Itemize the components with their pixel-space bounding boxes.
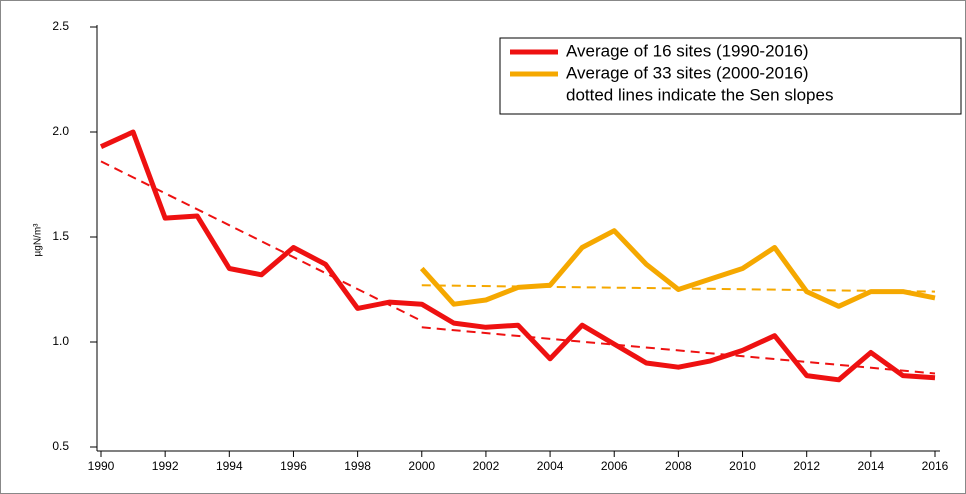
legend-note: dotted lines indicate the Sen slopes — [566, 85, 833, 104]
x-tick-label: 2014 — [857, 459, 884, 473]
x-tick-label: 2000 — [408, 459, 435, 473]
x-tick-label: 1998 — [344, 459, 371, 473]
legend-label: Average of 16 sites (1990-2016) — [566, 41, 809, 60]
x-tick-label: 2002 — [473, 459, 500, 473]
y-tick-label: 0.5 — [52, 439, 69, 453]
x-tick-label: 1992 — [152, 459, 179, 473]
y-axis-label: µgN/m³ — [33, 223, 44, 257]
x-tick-label: 1994 — [216, 459, 243, 473]
y-tick-label: 2.0 — [52, 124, 69, 138]
sen-slope — [421, 326, 936, 375]
series-line — [99, 129, 936, 383]
y-tick-label: 1.5 — [52, 229, 69, 243]
x-tick-label: 2016 — [922, 459, 949, 473]
series-line — [419, 228, 936, 309]
x-tick-label: 2006 — [601, 459, 628, 473]
x-tick-label: 1996 — [280, 459, 307, 473]
x-tick-label: 2010 — [729, 459, 756, 473]
x-tick-label: 1990 — [88, 459, 115, 473]
sen-slope — [100, 160, 423, 322]
legend-box — [499, 37, 962, 115]
x-tick-label: 2008 — [665, 459, 692, 473]
x-tick-label: 2004 — [537, 459, 564, 473]
y-tick-label: 2.5 — [52, 19, 69, 33]
y-tick-label: 1.0 — [52, 334, 69, 348]
x-tick-label: 2012 — [793, 459, 820, 473]
legend-label: Average of 33 sites (2000-2016) — [566, 63, 809, 82]
